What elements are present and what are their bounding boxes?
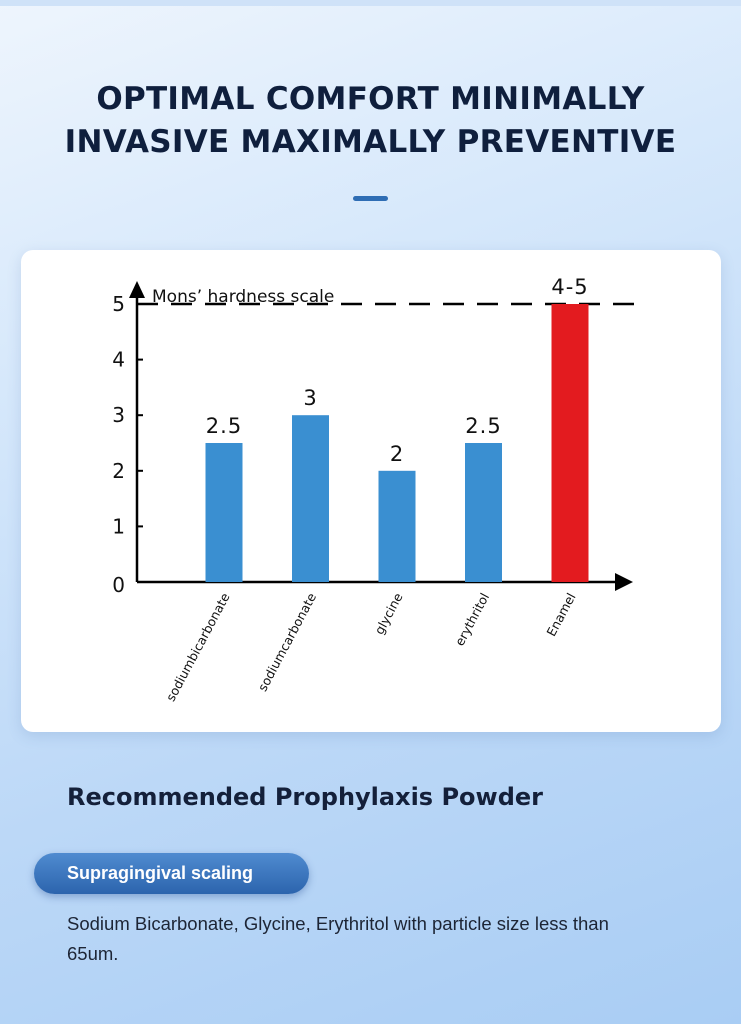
supragingival-scaling-pill: Supragingival scaling — [34, 853, 309, 894]
bar-sodiumcarbonate — [292, 415, 329, 582]
chart-card: Mons’ hardness scale 0 1 2 3 4 5 2.5 sodiumbic… — [21, 250, 721, 732]
category-label: sodiumbicarbonate — [163, 590, 233, 704]
bar-enamel — [551, 304, 589, 582]
y-axis-arrow — [129, 281, 145, 298]
bar-glycine — [378, 470, 416, 582]
bar-erythritol — [465, 443, 502, 582]
section-title: Recommended Prophylaxis Powder — [67, 783, 543, 811]
headline-line-2: INVASIVE MAXIMALLY PREVENTIVE — [64, 124, 677, 160]
y-tick-label: 4 — [112, 348, 125, 372]
bars: 2.5 sodiumbicarbonate 3 sodiumcarbonate 2 gly… — [163, 275, 589, 704]
accent-divider — [353, 196, 388, 201]
y-tick-label: 5 — [112, 292, 125, 316]
y-tick-label: 3 — [112, 403, 125, 427]
data-label: 4-5 — [551, 275, 588, 299]
y-tick-label: 2 — [112, 459, 125, 483]
hardness-bar-chart: Mons’ hardness scale 0 1 2 3 4 5 2.5 sodiumbic… — [112, 275, 637, 704]
bar-sodiumbicarbonate — [205, 443, 243, 582]
description-text: Sodium Bicarbonate, Glycine, Erythritol … — [67, 913, 609, 964]
category-label: erythritol — [452, 590, 492, 648]
top-strip — [0, 0, 741, 6]
category-label: sodiumcarbonate — [255, 590, 320, 694]
y-ticks: 0 1 2 3 4 5 — [112, 292, 143, 597]
data-label: 3 — [303, 386, 317, 410]
y-tick-label: 1 — [112, 514, 125, 538]
data-label: 2.5 — [465, 414, 501, 438]
y-axis-title: Mons’ hardness scale — [152, 287, 334, 307]
category-label: glycine — [371, 590, 405, 637]
data-label: 2 — [390, 442, 404, 466]
page-headline: OPTIMAL COMFORT MINIMALLY INVASIVE MAXIM… — [0, 78, 741, 164]
headline-line-1: OPTIMAL COMFORT MINIMALLY — [96, 81, 645, 117]
y-tick-label: 0 — [112, 573, 125, 597]
x-axis-arrow — [615, 573, 633, 591]
data-label: 2.5 — [206, 414, 242, 438]
category-label: Enamel — [543, 590, 578, 638]
